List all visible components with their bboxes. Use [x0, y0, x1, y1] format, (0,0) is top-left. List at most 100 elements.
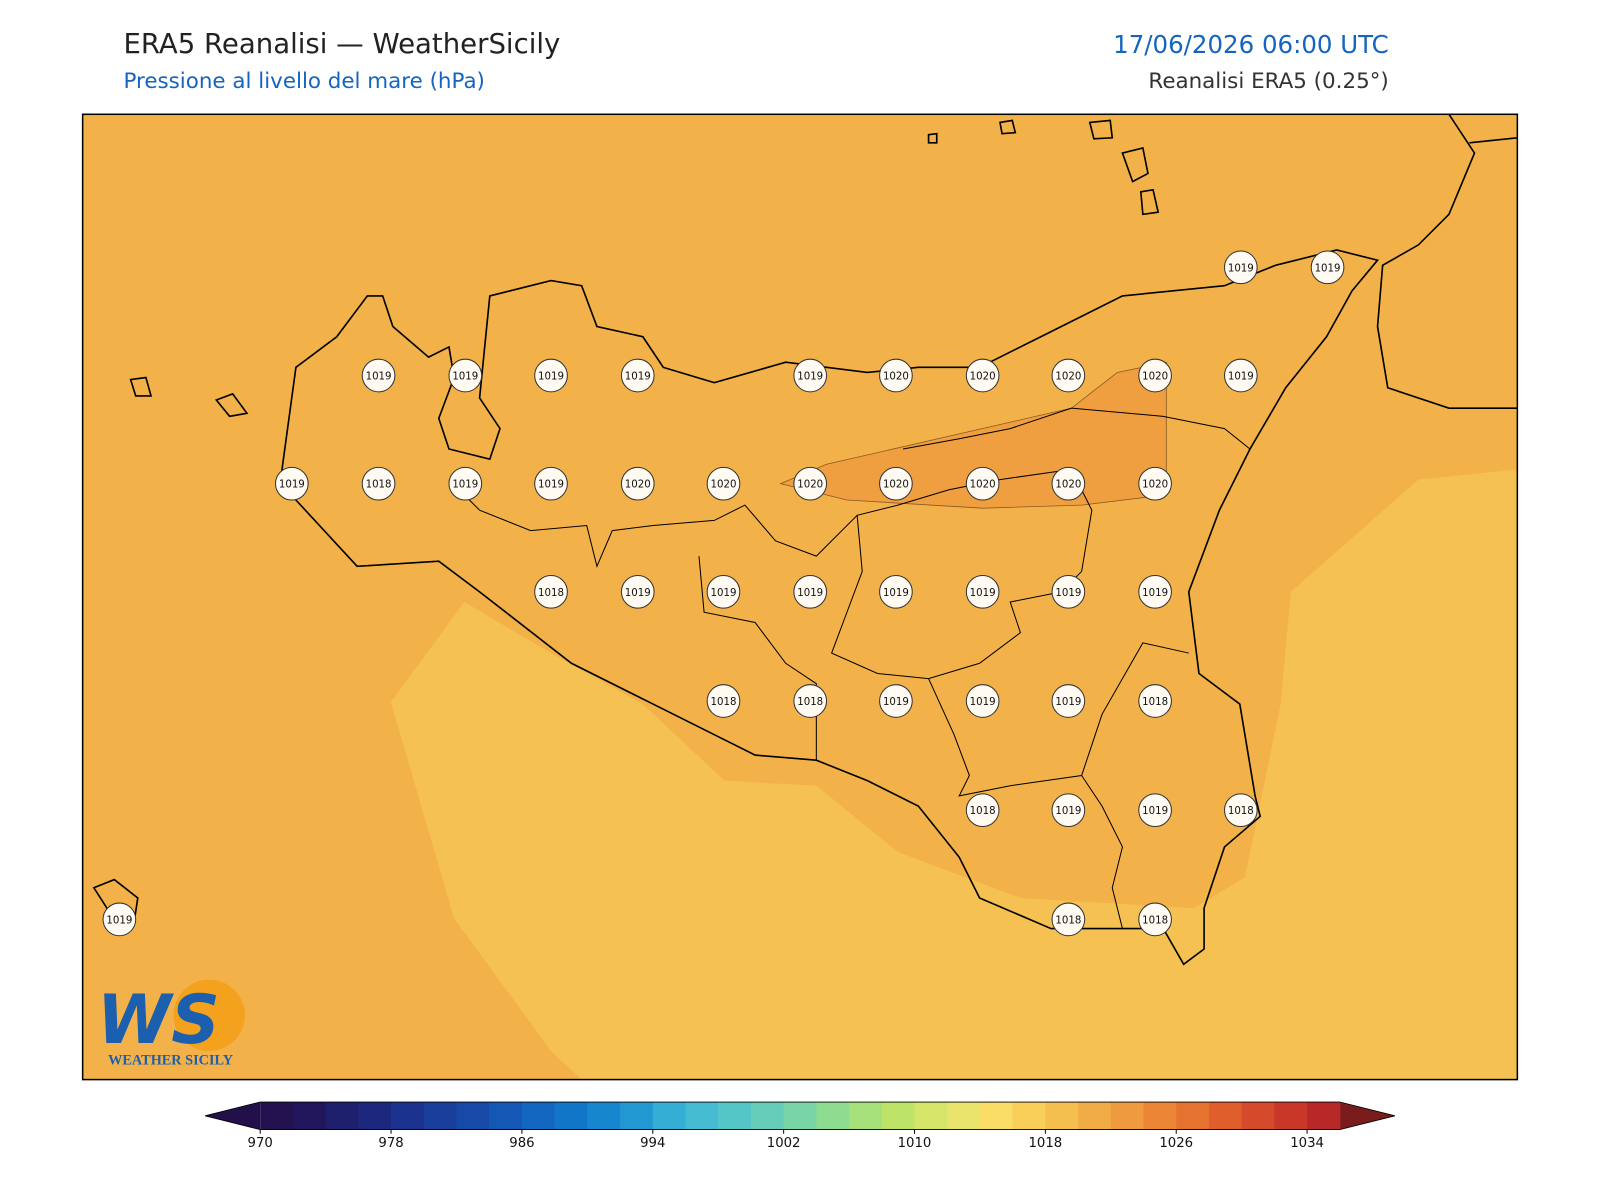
- station-value: 1019: [883, 588, 909, 599]
- station-value: 1019: [970, 588, 996, 599]
- station: 1019: [879, 575, 913, 609]
- station-marker: [1310, 250, 1345, 285]
- colorbar-under: [205, 1102, 261, 1130]
- logo-text: WEATHER SICILY: [108, 1052, 234, 1068]
- coastline: [92, 114, 1518, 966]
- colorbar-segment: [391, 1102, 425, 1130]
- station: 1019: [1138, 575, 1172, 609]
- station-marker: [793, 466, 828, 501]
- station-value: 1019: [1055, 588, 1081, 599]
- colorbar-segment: [947, 1102, 981, 1130]
- station-value: 1018: [1228, 806, 1254, 817]
- station-value: 1020: [883, 480, 909, 491]
- station-marker: [1051, 575, 1086, 609]
- colorbar-segment: [1307, 1102, 1341, 1130]
- station: 1019: [1051, 793, 1086, 828]
- colorbar-segment: [1241, 1102, 1275, 1130]
- station: 1019: [361, 358, 396, 393]
- station: 1018: [1138, 902, 1172, 937]
- station-marker: [965, 466, 1000, 501]
- station-marker: [965, 575, 1000, 609]
- colorbar-segment: [979, 1102, 1014, 1130]
- station-value: 1018: [711, 697, 737, 708]
- station-marker: [1138, 902, 1172, 937]
- colorbar-segment: [1143, 1102, 1177, 1130]
- station-value: 1019: [625, 372, 651, 383]
- field-1016: [390, 469, 1518, 1080]
- station-marker: [879, 575, 913, 609]
- station-value: 1019: [1142, 806, 1168, 817]
- station-value: 1019: [538, 480, 564, 491]
- station-value: 1018: [1142, 915, 1168, 926]
- colorbar: 970 978 986 994 1002 1010 1018 1026 1034: [205, 1101, 1395, 1151]
- station-value: 1019: [106, 915, 132, 926]
- station-value: 1020: [1142, 372, 1168, 383]
- station-value: 1019: [711, 588, 737, 599]
- station: 1018: [706, 684, 741, 718]
- station: 1019: [534, 466, 568, 501]
- colorbar-segment: [521, 1102, 556, 1130]
- station: 1018: [1223, 793, 1258, 828]
- station-value: 1019: [538, 372, 564, 383]
- station-value: 1019: [1142, 588, 1168, 599]
- station: 1020: [879, 358, 913, 393]
- station: 1020: [706, 466, 741, 501]
- colorbar-tick-label: 978: [378, 1136, 403, 1151]
- station-marker: [965, 793, 1000, 828]
- station: 1019: [879, 684, 913, 718]
- station: 1020: [965, 466, 1000, 501]
- station: 1019: [793, 575, 828, 609]
- logo-sun: [173, 979, 245, 1052]
- station-value: 1020: [883, 372, 909, 383]
- colorbar-segment: [489, 1102, 523, 1130]
- colorbar-tick-label: 1002: [767, 1136, 801, 1151]
- station-marker: [1138, 684, 1172, 718]
- station: 1018: [1138, 684, 1172, 718]
- colorbar-segment: [292, 1102, 327, 1130]
- station-value: 1019: [1228, 372, 1254, 383]
- station-value: 1018: [797, 697, 823, 708]
- colorbar-segment: [783, 1102, 817, 1130]
- colorbar-tick-label: 1034: [1290, 1136, 1324, 1151]
- colorbar-tick-label: 1026: [1159, 1136, 1193, 1151]
- station-value: 1018: [1142, 697, 1168, 708]
- station: 1020: [1138, 466, 1172, 501]
- station-value: 1020: [1142, 480, 1168, 491]
- station-marker: [361, 358, 396, 393]
- station: 1020: [793, 466, 828, 501]
- station-value: 1020: [625, 480, 651, 491]
- station: 1019: [706, 575, 741, 609]
- colorbar-tick-label: 970: [248, 1136, 273, 1151]
- station-value: 1018: [970, 806, 996, 817]
- station: 1019: [1138, 793, 1172, 828]
- colorbar-segment: [1110, 1102, 1145, 1130]
- station-marker: [620, 358, 655, 393]
- station-marker: [102, 902, 137, 937]
- station-value: 1018: [538, 588, 564, 599]
- colorbar-segment: [750, 1102, 785, 1130]
- station: 1018: [361, 466, 396, 501]
- station: 1020: [1051, 358, 1086, 393]
- station-value: 1020: [711, 480, 737, 491]
- colorbar-segment: [1045, 1102, 1079, 1130]
- station: 1019: [448, 358, 483, 393]
- colorbar-segment: [260, 1102, 294, 1130]
- colorbar-segment: [1274, 1102, 1308, 1130]
- colorbar-segment: [325, 1102, 359, 1130]
- station-marker: [879, 466, 913, 501]
- station-marker: [448, 466, 483, 501]
- colorbar-segment: [554, 1102, 588, 1130]
- station: 1019: [448, 466, 483, 501]
- station-marker: [793, 358, 828, 393]
- map-frame: [81, 113, 1519, 1081]
- colorbar-segment: [1078, 1102, 1112, 1130]
- colorbar-segment: [1012, 1102, 1046, 1130]
- station-marker: [620, 466, 655, 501]
- station-value: 1019: [1315, 263, 1341, 274]
- station-value: 1018: [366, 480, 392, 491]
- logo: WS WEATHER SICILY: [97, 979, 245, 1068]
- station: 1020: [879, 466, 913, 501]
- station: 1019: [965, 684, 1000, 718]
- colorbar-over: [1339, 1102, 1395, 1130]
